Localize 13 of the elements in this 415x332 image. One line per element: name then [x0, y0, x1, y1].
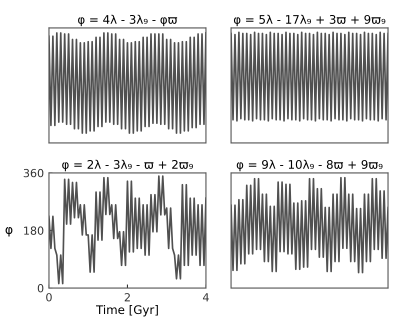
y-axis-title: φ — [6, 227, 12, 237]
chart-title: φ = 4λ - 3λ₉ - φϖ — [78, 14, 178, 26]
x-tick-label: 4 — [202, 293, 209, 302]
x-tick-label: 2 — [124, 293, 130, 302]
x-axis-title: Time [Gyr] — [96, 305, 158, 316]
x-tick-label: 0 — [46, 293, 52, 302]
line-series — [48, 175, 206, 284]
chart-title: φ = 9λ - 10λ₉ - 8ϖ + 9ϖ₉ — [236, 160, 383, 172]
y-tick-label: 0 — [38, 284, 44, 292]
chart-title: φ = 5λ - 17λ₉ + 3ϖ + 9ϖ₉ — [234, 14, 386, 26]
chart-title: φ = 2λ - 3λ₉ - ϖ + 2ϖ₉ — [62, 160, 193, 172]
y-tick-label: 180 — [24, 226, 44, 235]
y-tick-label: 360 — [24, 168, 44, 178]
